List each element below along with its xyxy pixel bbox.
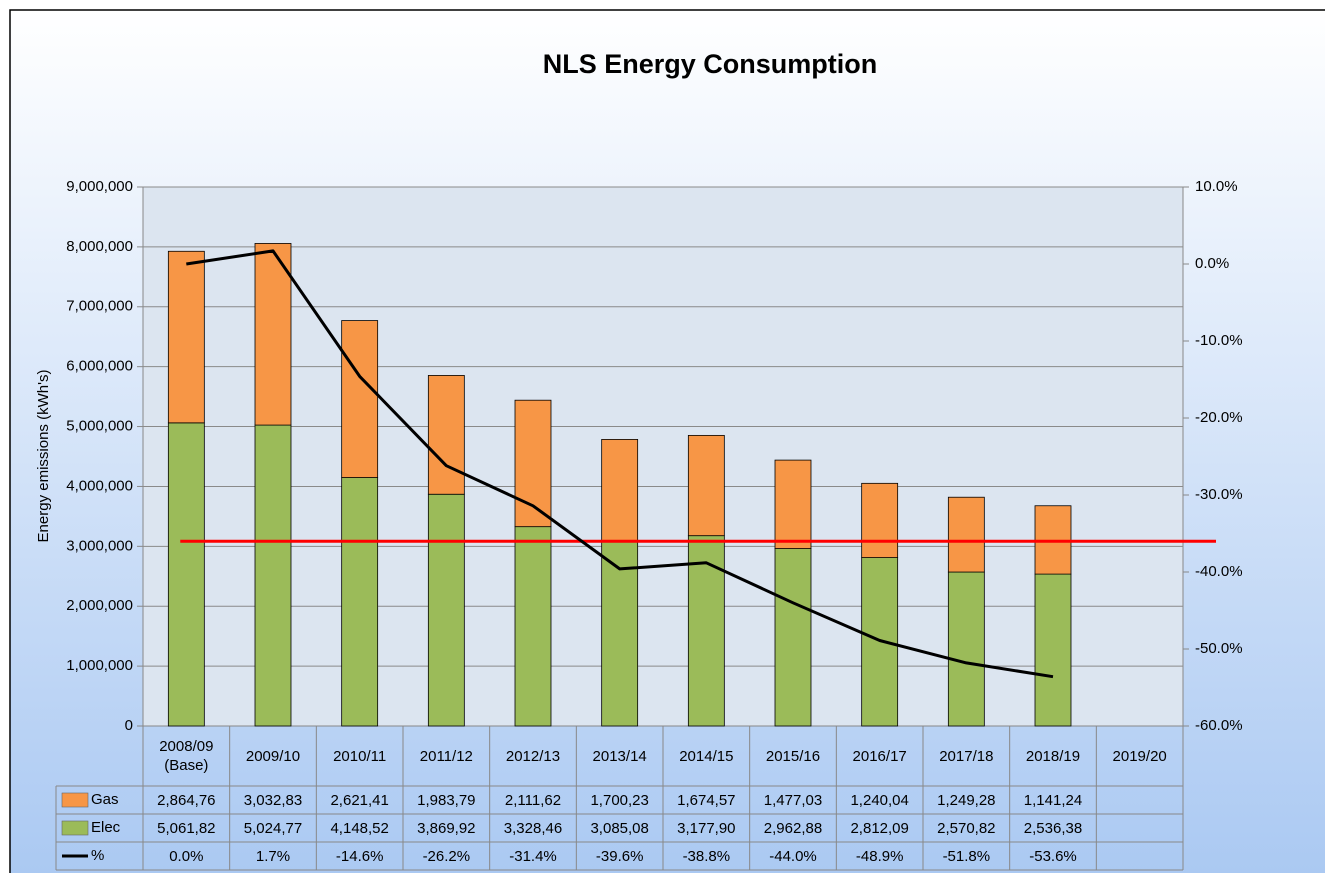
table-value: 1.7%: [256, 848, 290, 865]
y2-tick-label: -10.0%: [1195, 332, 1243, 349]
x-tick-label: 2016/17: [852, 747, 907, 765]
y2-tick-label: -20.0%: [1195, 409, 1243, 426]
y-axis-label: Energy emissions (kWh's): [35, 370, 52, 543]
y2-tick-label: 0.0%: [1195, 255, 1229, 272]
y-tick-label: 8,000,000: [66, 238, 133, 255]
chart-title: NLS Energy Consumption: [543, 49, 878, 79]
bar-segment: [167, 250, 205, 424]
x-tick-label: 2014/15: [679, 747, 734, 765]
bar-segment: [427, 375, 465, 495]
bar-segment: [254, 424, 292, 727]
table-value: 0.0%: [169, 848, 203, 865]
bar-segment: [167, 422, 205, 727]
table-value: 3,032,83: [244, 792, 302, 809]
table-value: -14.6%: [336, 848, 384, 865]
table-value: 1,477,03: [764, 792, 822, 809]
y2-tick-label: 10.0%: [1195, 178, 1238, 195]
bar-segment: [947, 496, 985, 573]
table-value: 2,812,09: [850, 820, 908, 837]
x-tick-label: 2018/19: [1025, 747, 1081, 765]
y-tick-label: 0: [125, 717, 133, 734]
table-value: 2,536,38: [1024, 820, 1082, 837]
y2-tick-label: -30.0%: [1195, 486, 1243, 503]
table-value: -51.8%: [943, 848, 991, 865]
bar-segment: [427, 493, 465, 727]
bar-segment: [514, 399, 552, 528]
y-tick-label: 4,000,000: [66, 477, 133, 494]
x-tick-label: 2019/20: [1112, 747, 1167, 765]
table-value: 3,085,08: [590, 820, 648, 837]
x-tick-label: 2012/13: [505, 747, 561, 765]
x-tick-label: 2008/09 (Base): [159, 738, 214, 774]
bar-segment: [774, 548, 812, 727]
x-tick-label: 2015/16: [765, 747, 821, 765]
y-tick-label: 6,000,000: [66, 358, 133, 375]
table-value: 2,111,62: [505, 792, 561, 809]
bar-segment: [601, 540, 639, 727]
table-value: -38.8%: [683, 848, 731, 865]
table-value: 4,148,52: [330, 820, 388, 837]
table-value: 1,983,79: [417, 792, 475, 809]
plot-area: [142, 186, 1184, 727]
y2-tick-label: -60.0%: [1195, 717, 1243, 734]
table-value: 1,674,57: [677, 792, 735, 809]
legend-label: Gas: [91, 791, 119, 808]
y2-tick-label: -50.0%: [1195, 640, 1243, 657]
legend-label: %: [91, 847, 104, 864]
table-value: -44.0%: [769, 848, 817, 865]
legend-key: [61, 792, 89, 808]
bar-segment: [687, 434, 725, 537]
line-series: [186, 249, 1054, 679]
y-tick-label: 1,000,000: [66, 657, 133, 674]
y-tick-label: 5,000,000: [66, 418, 133, 435]
table-value: 3,177,90: [677, 820, 735, 837]
table-value: -31.4%: [509, 848, 557, 865]
y-tick-label: 9,000,000: [66, 178, 133, 195]
y-tick-label: 2,000,000: [66, 597, 133, 614]
table-value: 1,141,24: [1024, 792, 1082, 809]
legend-label: Elec: [91, 819, 121, 836]
table-value: 3,869,92: [417, 820, 475, 837]
table-value: 3,328,46: [504, 820, 562, 837]
bar-segment: [947, 571, 985, 727]
bar-segment: [774, 459, 812, 549]
bar-segment: [861, 482, 899, 558]
table-value: 2,962,88: [764, 820, 822, 837]
x-tick-label: 2017/18: [939, 747, 994, 765]
y-tick-label: 3,000,000: [66, 537, 133, 554]
table-value: -53.6%: [1029, 848, 1077, 865]
table-value: 5,024,77: [244, 820, 302, 837]
x-tick-label: 2011/12: [419, 747, 473, 765]
table-value: 2,570,82: [937, 820, 995, 837]
table-value: 5,061,82: [157, 820, 215, 837]
x-tick-label: 2013/14: [592, 747, 647, 765]
bar-segment: [1034, 573, 1072, 727]
table-value: -26.2%: [423, 848, 471, 865]
bar-segment: [341, 477, 379, 727]
table-value: -48.9%: [856, 848, 904, 865]
table-value: 2,864,76: [157, 792, 215, 809]
legend-key: [61, 820, 89, 836]
table-value: 1,240,04: [850, 792, 908, 809]
y2-tick-label: -40.0%: [1195, 563, 1243, 580]
table-value: 2,621,41: [330, 792, 388, 809]
bar-segment: [341, 320, 379, 478]
bar-segment: [601, 439, 639, 542]
bar-segment: [514, 526, 552, 727]
table-value: -39.6%: [596, 848, 644, 865]
y-tick-label: 7,000,000: [66, 298, 133, 315]
table-value: 1,249,28: [937, 792, 995, 809]
bar-segment: [254, 243, 292, 426]
table-value: 1,700,23: [590, 792, 648, 809]
x-tick-label: 2010/11: [333, 747, 387, 765]
x-tick-label: 2009/10: [245, 747, 301, 765]
